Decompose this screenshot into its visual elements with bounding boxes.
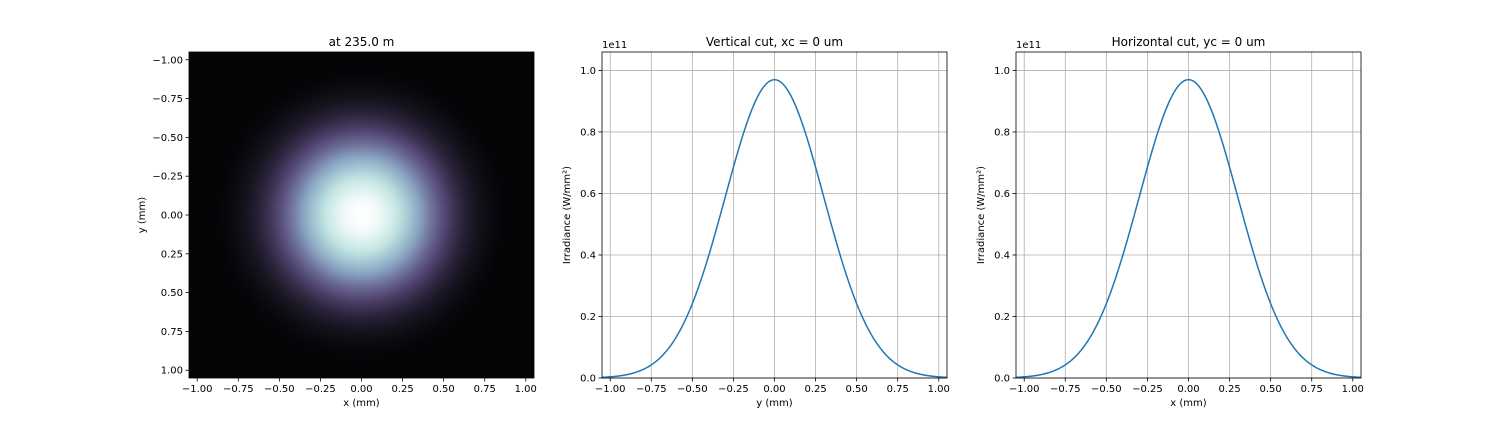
x-tick-label: 0.50 [433, 384, 455, 395]
chart-title: Horizontal cut, yc = 0 um [1112, 35, 1266, 49]
x-axis-label: y (mm) [756, 398, 792, 409]
y-tick-label: 0.8 [580, 127, 596, 138]
x-tick-label: −1.00 [595, 384, 626, 395]
offset-text: 1e11 [602, 40, 627, 51]
y-tick-label: −0.25 [152, 172, 183, 183]
y-tick-label: 0.6 [580, 189, 596, 200]
x-tick-label: −1.00 [1009, 384, 1040, 395]
y-axis-label: Irradiance (W/mm²) [562, 166, 573, 264]
series-line [1015, 78, 1362, 379]
x-tick-label: −0.75 [1050, 384, 1081, 395]
y-tick-label: 0.4 [994, 250, 1010, 261]
x-tick-label: 0.25 [391, 384, 413, 395]
y-tick-label: −1.00 [152, 55, 183, 66]
y-tick-label: 0.0 [994, 374, 1010, 385]
x-tick-label: −0.75 [636, 384, 667, 395]
x-tick-label: −0.75 [223, 384, 254, 395]
y-tick-label: 0.50 [161, 288, 183, 299]
horizontal-cut-chart: −1.00 −0.75 −0.50 −0.25 0.00 0.25 0.50 0.75 1.00… [976, 35, 1364, 409]
offset-text: 1e11 [1016, 40, 1041, 51]
x-axis-label: x (mm) [1170, 398, 1206, 409]
y-tick-label: 1.0 [580, 66, 596, 77]
x-tick-label: 0.50 [846, 384, 868, 395]
x-tick-label: −0.50 [1091, 384, 1122, 395]
series-line [601, 78, 948, 379]
x-tick-label: 0.25 [804, 384, 826, 395]
x-tick-label: 1.00 [515, 384, 537, 395]
x-tick-label: 0.75 [1301, 384, 1323, 395]
y-tick-label: −0.50 [152, 133, 183, 144]
beam-spot [189, 52, 534, 378]
y-tick-label: 0.0 [580, 374, 596, 385]
y-tick-label: 0.25 [161, 249, 183, 260]
x-tick-label: 1.00 [1342, 384, 1364, 395]
y-tick-label: 0.6 [994, 189, 1010, 200]
x-tick-label: 0.25 [1218, 384, 1240, 395]
intensity-map-chart: −1.00 −0.75 −0.50 −0.25 0.00 0.25 0.50 0.75 1.00… [137, 35, 537, 409]
x-tick-label: −1.00 [182, 384, 213, 395]
vertical-cut-chart: −1.00 −0.75 −0.50 −0.25 0.00 0.25 0.50 0.75 1.00… [562, 35, 950, 409]
x-tick-label: 1.00 [928, 384, 950, 395]
x-tick-label: 0.50 [1260, 384, 1282, 395]
x-axis-label: x (mm) [343, 398, 379, 409]
x-tick-label: 0.00 [350, 384, 372, 395]
chart-title: at 235.0 m [329, 35, 395, 49]
x-tick-label: −0.25 [1132, 384, 1163, 395]
y-tick-label: 0.4 [580, 250, 596, 261]
y-axis-label: y (mm) [137, 197, 148, 233]
x-tick-label: −0.25 [305, 384, 336, 395]
x-tick-label: 0.00 [763, 384, 785, 395]
y-tick-label: 1.0 [994, 66, 1010, 77]
x-tick-label: −0.50 [677, 384, 708, 395]
x-tick-label: 0.00 [1177, 384, 1199, 395]
x-tick-label: −0.25 [718, 384, 749, 395]
y-axis-label: Irradiance (W/mm²) [976, 166, 987, 264]
x-tick-label: 0.75 [887, 384, 909, 395]
chart-title: Vertical cut, xc = 0 um [706, 35, 843, 49]
y-tick-label: 0.2 [580, 312, 596, 323]
y-tick-label: 1.00 [161, 366, 183, 377]
y-tick-label: 0.2 [994, 312, 1010, 323]
y-tick-label: 0.00 [161, 211, 183, 222]
y-tick-label: 0.75 [161, 327, 183, 338]
x-tick-label: 0.75 [474, 384, 496, 395]
y-tick-label: 0.8 [994, 127, 1010, 138]
y-tick-label: −0.75 [152, 94, 183, 105]
x-tick-label: −0.50 [264, 384, 295, 395]
